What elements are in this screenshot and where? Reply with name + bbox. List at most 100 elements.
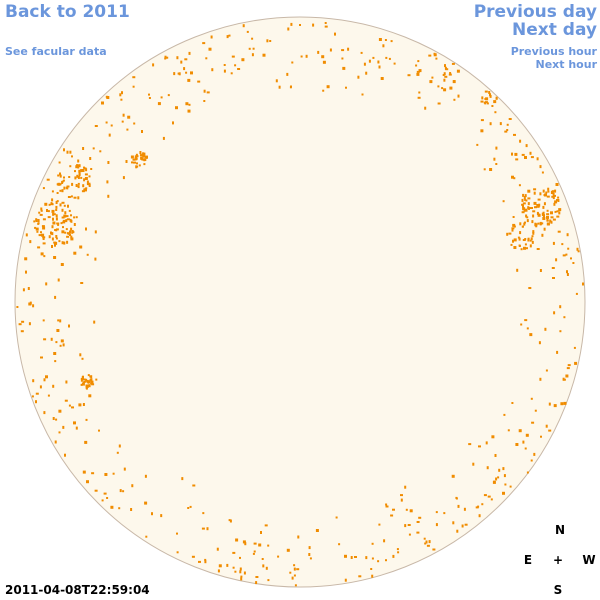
activity-dot <box>535 205 538 208</box>
activity-dot <box>64 231 67 234</box>
activity-dot <box>478 445 481 448</box>
activity-dot <box>86 183 89 186</box>
activity-dot <box>264 524 268 527</box>
activity-dot <box>88 175 91 178</box>
activity-dot <box>502 491 505 495</box>
activity-dot <box>80 176 83 179</box>
activity-dot <box>134 155 138 158</box>
activity-dot <box>77 159 80 163</box>
activity-dot <box>338 543 341 546</box>
activity-dot <box>317 50 320 54</box>
activity-dot <box>29 301 32 305</box>
activity-dot <box>203 100 206 102</box>
activity-dot <box>563 401 567 405</box>
activity-dot <box>553 194 556 197</box>
activity-dot <box>62 226 64 229</box>
activity-dot <box>132 85 135 88</box>
activity-dot <box>520 248 523 251</box>
activity-dot <box>132 158 136 161</box>
activity-dot <box>582 282 584 286</box>
previous-hour-link[interactable]: Previous hour <box>510 45 597 58</box>
activity-dot <box>513 177 516 180</box>
back-to-year-link[interactable]: Back to 2011 <box>5 2 130 22</box>
previous-day-link[interactable]: Previous day <box>473 2 597 22</box>
activity-dot <box>380 77 384 80</box>
see-facular-data-link[interactable]: See facular data <box>5 45 107 58</box>
activity-dot <box>526 216 529 219</box>
activity-dot <box>533 201 537 205</box>
activity-dot <box>62 343 65 347</box>
activity-dot <box>105 121 108 124</box>
activity-dot <box>205 57 208 60</box>
activity-dot <box>537 222 540 225</box>
activity-dot <box>345 86 347 89</box>
activity-dot <box>567 364 571 367</box>
activity-dot <box>545 424 548 428</box>
activity-dot <box>555 183 559 186</box>
activity-dot <box>202 512 205 515</box>
activity-dot <box>576 247 579 251</box>
activity-dot <box>187 109 191 113</box>
activity-dot <box>392 554 395 558</box>
activity-dot <box>241 58 245 62</box>
activity-dot <box>510 243 513 246</box>
activity-dot <box>511 402 514 404</box>
activity-dot <box>546 209 549 212</box>
activity-dot <box>553 311 556 315</box>
activity-dot <box>547 190 550 193</box>
activity-dot <box>91 472 95 475</box>
activity-dot <box>289 571 292 574</box>
activity-dot <box>56 329 60 332</box>
activity-dot <box>52 384 55 388</box>
activity-dot <box>130 508 133 511</box>
activity-dot <box>527 238 530 242</box>
activity-dot <box>252 552 255 555</box>
next-day-link[interactable]: Next day <box>512 20 597 40</box>
activity-dot <box>68 176 71 178</box>
activity-dot <box>506 232 509 236</box>
activity-dot <box>85 386 88 390</box>
activity-dot <box>461 524 464 528</box>
activity-dot <box>110 124 113 127</box>
activity-dot <box>531 220 534 224</box>
activity-dot <box>526 219 529 223</box>
activity-dot <box>110 505 114 509</box>
activity-dot <box>424 106 427 110</box>
activity-dot <box>64 211 67 215</box>
activity-dot <box>533 191 536 195</box>
activity-dot <box>99 150 102 153</box>
activity-dot <box>260 531 262 534</box>
activity-dot <box>21 320 25 323</box>
activity-dot <box>34 226 37 229</box>
activity-dot <box>139 151 142 154</box>
activity-dot <box>574 361 578 365</box>
activity-dot <box>575 292 578 295</box>
activity-dot <box>51 232 54 236</box>
activity-dot <box>365 71 368 75</box>
activity-dot <box>554 210 557 213</box>
activity-dot <box>61 216 65 219</box>
activity-dot <box>61 189 64 193</box>
activity-dot <box>176 551 179 554</box>
next-hour-link[interactable]: Next hour <box>535 58 598 71</box>
activity-dot <box>234 570 237 573</box>
activity-dot <box>148 93 150 96</box>
activity-dot <box>506 129 509 131</box>
activity-dot <box>197 80 201 83</box>
activity-dot <box>63 214 67 218</box>
activity-dot <box>41 225 45 228</box>
activity-dot <box>452 521 455 525</box>
activity-dot <box>144 474 147 478</box>
activity-dot <box>59 344 62 347</box>
activity-dot <box>93 320 96 324</box>
activity-dot <box>262 53 266 57</box>
activity-dot <box>63 204 66 207</box>
activity-dot <box>428 540 431 544</box>
activity-dot <box>497 476 500 479</box>
activity-dot <box>80 169 83 173</box>
activity-dot <box>553 202 556 206</box>
activity-dot <box>514 152 518 156</box>
activity-dot <box>86 480 89 484</box>
activity-dot <box>480 119 484 122</box>
activity-dot <box>141 130 143 133</box>
